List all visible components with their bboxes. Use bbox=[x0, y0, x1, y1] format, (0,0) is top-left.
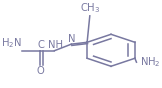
Text: C: C bbox=[37, 40, 44, 50]
Text: N: N bbox=[68, 34, 76, 44]
Text: NH: NH bbox=[48, 40, 63, 50]
Text: O: O bbox=[37, 66, 44, 76]
Text: NH$_2$: NH$_2$ bbox=[140, 56, 160, 70]
Text: H$_2$N: H$_2$N bbox=[1, 37, 22, 50]
Text: CH$_3$: CH$_3$ bbox=[80, 2, 100, 15]
